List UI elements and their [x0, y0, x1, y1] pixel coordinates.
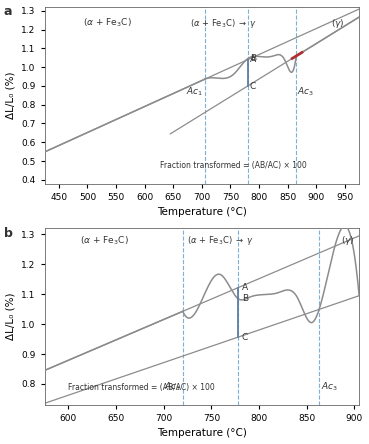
Text: A: A	[250, 55, 256, 64]
Text: ($\alpha$ + Fe$_3$C): ($\alpha$ + Fe$_3$C)	[83, 17, 132, 29]
Text: C: C	[242, 333, 248, 341]
Y-axis label: ΔL/L₀ (%): ΔL/L₀ (%)	[6, 71, 15, 119]
Text: B: B	[250, 54, 256, 63]
Text: ($\gamma$): ($\gamma$)	[331, 17, 345, 30]
Text: ($\gamma$): ($\gamma$)	[341, 234, 355, 247]
Text: ($\alpha$ + Fe$_3$C): ($\alpha$ + Fe$_3$C)	[80, 234, 129, 247]
Text: $Ac_1$: $Ac_1$	[164, 381, 181, 393]
Text: C: C	[250, 82, 256, 91]
Text: A: A	[242, 283, 248, 292]
Text: b: b	[4, 226, 13, 240]
X-axis label: Temperature (°C): Temperature (°C)	[157, 207, 247, 217]
Text: a: a	[4, 5, 12, 18]
Y-axis label: ΔL/L₀ (%): ΔL/L₀ (%)	[6, 293, 15, 341]
Text: ($\alpha$ + Fe$_3$C) $\rightarrow$ $\gamma$: ($\alpha$ + Fe$_3$C) $\rightarrow$ $\gam…	[190, 17, 257, 30]
Text: B: B	[242, 294, 248, 303]
X-axis label: Temperature (°C): Temperature (°C)	[157, 428, 247, 438]
Text: $Ac_3$: $Ac_3$	[297, 85, 314, 98]
Text: ($\alpha$ + Fe$_3$C) $\rightarrow$ $\gamma$: ($\alpha$ + Fe$_3$C) $\rightarrow$ $\gam…	[187, 234, 255, 247]
Text: Fraction transformed = (AB/AC) × 100: Fraction transformed = (AB/AC) × 100	[68, 383, 215, 392]
Text: $Ac_1$: $Ac_1$	[186, 85, 204, 98]
Text: $Ac_3$: $Ac_3$	[321, 381, 338, 393]
Text: Fraction transformed = (AB/AC) × 100: Fraction transformed = (AB/AC) × 100	[160, 161, 307, 170]
